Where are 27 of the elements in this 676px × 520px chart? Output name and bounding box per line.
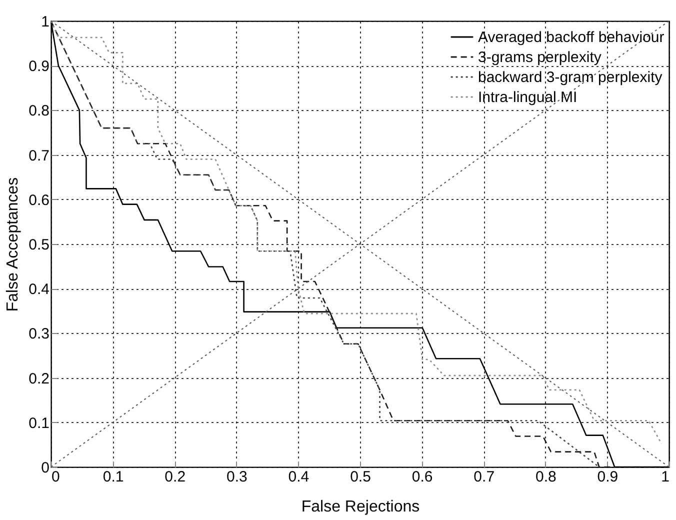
y-tick-label: 0.9 [28, 58, 50, 76]
y-tick-label: 0.6 [28, 192, 50, 209]
x-tick-label: 0.7 [474, 468, 495, 486]
x-tick-label: 0.5 [350, 468, 371, 486]
legend-label: Intra-lingual MI [478, 89, 578, 106]
x-tick-label: 1 [661, 468, 670, 486]
y-tick-label: 0.7 [28, 147, 50, 164]
y-tick-label: 0.3 [28, 326, 50, 343]
x-tick-label: 0.6 [412, 468, 433, 486]
x-tick-label: 0 [52, 468, 60, 486]
x-tick-label: 0.3 [226, 468, 248, 486]
y-tick-label: 0.1 [28, 414, 50, 432]
y-axis-title: False Acceptances [4, 177, 22, 312]
x-axis-title: False Rejections [301, 498, 420, 516]
y-tick-label: 0.2 [28, 370, 50, 388]
y-tick-label: 0.8 [28, 102, 50, 120]
legend-label: Averaged backoff behaviour [478, 29, 664, 46]
x-tick-label: 0.4 [288, 468, 310, 486]
y-tick-label: 0.5 [28, 236, 50, 254]
legend-label: backward 3-gram perplexity [478, 69, 663, 86]
y-tick-label: 0.4 [28, 281, 50, 298]
x-tick-label: 0.9 [597, 468, 618, 486]
x-tick-label: 0.1 [102, 468, 124, 486]
x-tick-label: 0.2 [164, 468, 186, 486]
x-tick-label: 0.8 [535, 468, 556, 486]
y-tick-label: 1 [41, 14, 50, 30]
legend-label: 3-grams perplexity [478, 49, 602, 66]
